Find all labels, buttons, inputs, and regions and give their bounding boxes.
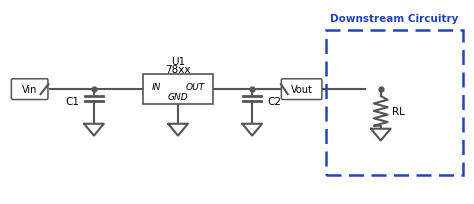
Text: Vin: Vin <box>22 85 37 95</box>
Text: Vout: Vout <box>291 85 312 95</box>
FancyBboxPatch shape <box>282 79 322 100</box>
FancyBboxPatch shape <box>11 79 48 100</box>
Bar <box>326 31 463 175</box>
Text: RL: RL <box>392 106 405 116</box>
Text: OUT: OUT <box>185 82 205 91</box>
Text: Downstream Circuitry: Downstream Circuitry <box>330 14 459 24</box>
Text: GND: GND <box>168 92 188 101</box>
Text: U1: U1 <box>171 57 185 67</box>
Text: IN: IN <box>151 82 161 91</box>
Text: 78xx: 78xx <box>165 65 191 75</box>
Text: C2: C2 <box>267 96 281 106</box>
Bar <box>144 75 213 104</box>
Text: C1: C1 <box>65 96 79 106</box>
